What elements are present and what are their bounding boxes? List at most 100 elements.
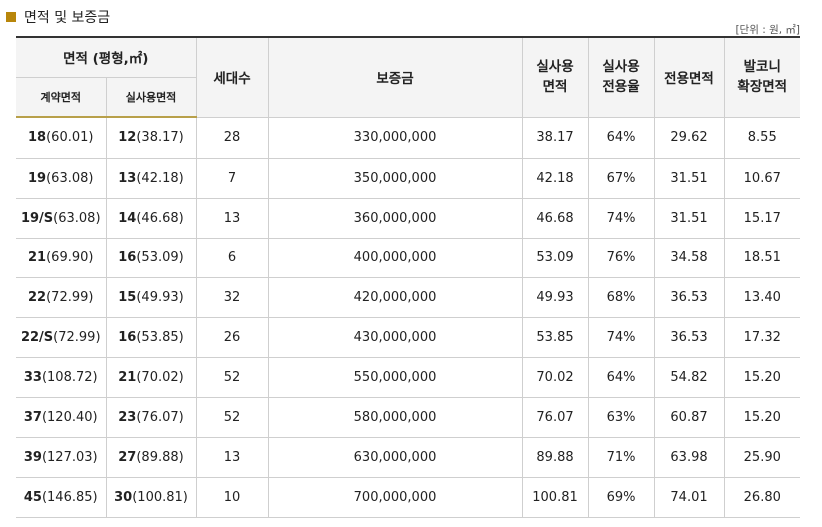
table-row: 45(146.85) 30(100.81) 10 700,000,000 100… <box>16 477 801 518</box>
real-area-cell: 16(53.09) <box>105 237 197 279</box>
header-contract-area: 계약면적 <box>16 76 107 118</box>
real-use-ratio-cell: 76% <box>587 237 655 279</box>
households-cell: 52 <box>195 357 269 399</box>
balcony-area-cell: 10.67 <box>723 157 801 199</box>
balcony-area-cell: 13.40 <box>723 277 801 319</box>
exclusive-area-cell: 60.87 <box>653 397 725 439</box>
table-row: 33(108.72) 21(70.02) 52 550,000,000 70.0… <box>16 357 801 399</box>
deposit-cell: 330,000,000 <box>267 116 523 159</box>
title-bullet-icon <box>6 12 16 22</box>
deposit-cell: 350,000,000 <box>267 157 523 199</box>
balcony-area-cell: 15.20 <box>723 397 801 439</box>
real-use-ratio-cell: 69% <box>587 477 655 518</box>
real-area-cell: 14(46.68) <box>105 197 197 239</box>
exclusive-area-cell: 54.82 <box>653 357 725 399</box>
contract-area-cell: 19(63.08) <box>16 157 107 199</box>
table-row: 22/S(72.99) 16(53.85) 26 430,000,000 53.… <box>16 317 801 359</box>
real-area-cell: 27(89.88) <box>105 437 197 479</box>
exclusive-area-cell: 31.51 <box>653 197 725 239</box>
households-cell: 52 <box>195 397 269 439</box>
real-use-ratio-cell: 64% <box>587 116 655 159</box>
real-use-ratio-cell: 74% <box>587 197 655 239</box>
contract-area-cell: 33(108.72) <box>16 357 107 399</box>
exclusive-area-cell: 36.53 <box>653 317 725 359</box>
table-row: 21(69.90) 16(53.09) 6 400,000,000 53.09 … <box>16 237 801 279</box>
real-area-cell: 15(49.93) <box>105 277 197 319</box>
real-area-cell: 21(70.02) <box>105 357 197 399</box>
households-cell: 6 <box>195 237 269 279</box>
households-cell: 7 <box>195 157 269 199</box>
real-use-area-cell: 46.68 <box>521 197 589 239</box>
households-cell: 13 <box>195 197 269 239</box>
deposit-cell: 700,000,000 <box>267 477 523 518</box>
table-row: 19(63.08) 13(42.18) 7 350,000,000 42.18 … <box>16 157 801 199</box>
real-use-ratio-cell: 74% <box>587 317 655 359</box>
balcony-area-cell: 15.17 <box>723 197 801 239</box>
balcony-area-cell: 15.20 <box>723 357 801 399</box>
exclusive-area-cell: 63.98 <box>653 437 725 479</box>
real-use-ratio-cell: 64% <box>587 357 655 399</box>
table-row: 19/S(63.08) 14(46.68) 13 360,000,000 46.… <box>16 197 801 239</box>
real-use-area-cell: 49.93 <box>521 277 589 319</box>
header-households: 세대수 <box>195 36 269 118</box>
exclusive-area-cell: 36.53 <box>653 277 725 319</box>
real-use-area-cell: 70.02 <box>521 357 589 399</box>
households-cell: 28 <box>195 116 269 159</box>
contract-area-cell: 22(72.99) <box>16 277 107 319</box>
table-row: 18(60.01) 12(38.17) 28 330,000,000 38.17… <box>16 116 801 159</box>
header-real-area: 실사용면적 <box>105 76 197 118</box>
real-use-area-cell: 76.07 <box>521 397 589 439</box>
real-area-cell: 12(38.17) <box>105 116 197 159</box>
header-exclusive-area: 전용면적 <box>653 36 725 118</box>
real-use-area-cell: 38.17 <box>521 116 589 159</box>
deposit-cell: 550,000,000 <box>267 357 523 399</box>
households-cell: 10 <box>195 477 269 518</box>
section-title: 면적 및 보증금 <box>6 7 110 27</box>
balcony-area-cell: 8.55 <box>723 116 801 159</box>
contract-area-cell: 19/S(63.08) <box>16 197 107 239</box>
contract-area-cell: 22/S(72.99) <box>16 317 107 359</box>
real-area-cell: 23(76.07) <box>105 397 197 439</box>
unit-note: [단위 : 원, ㎡] <box>735 24 800 36</box>
header-real-use-ratio: 실사용 전용율 <box>587 36 655 118</box>
deposit-cell: 420,000,000 <box>267 277 523 319</box>
deposit-cell: 580,000,000 <box>267 397 523 439</box>
balcony-area-cell: 25.90 <box>723 437 801 479</box>
contract-area-cell: 21(69.90) <box>16 237 107 279</box>
contract-area-cell: 18(60.01) <box>16 116 107 159</box>
households-cell: 26 <box>195 317 269 359</box>
real-use-area-cell: 53.85 <box>521 317 589 359</box>
area-deposit-table: 면적 (평형,㎡) 세대수 보증금 실사용 면적 실사용 전용율 전용면적 발코… <box>16 36 801 518</box>
balcony-area-cell: 17.32 <box>723 317 801 359</box>
deposit-cell: 360,000,000 <box>267 197 523 239</box>
deposit-cell: 630,000,000 <box>267 437 523 479</box>
exclusive-area-cell: 31.51 <box>653 157 725 199</box>
real-use-area-cell: 42.18 <box>521 157 589 199</box>
real-use-ratio-cell: 68% <box>587 277 655 319</box>
table-row: 39(127.03) 27(89.88) 13 630,000,000 89.8… <box>16 437 801 479</box>
header-area-group: 면적 (평형,㎡) <box>16 36 197 78</box>
deposit-cell: 430,000,000 <box>267 317 523 359</box>
deposit-cell: 400,000,000 <box>267 237 523 279</box>
real-use-area-cell: 89.88 <box>521 437 589 479</box>
contract-area-cell: 39(127.03) <box>16 437 107 479</box>
exclusive-area-cell: 29.62 <box>653 116 725 159</box>
contract-area-cell: 45(146.85) <box>16 477 107 518</box>
header-real-use-area: 실사용 면적 <box>521 36 589 118</box>
real-use-ratio-cell: 71% <box>587 437 655 479</box>
real-use-ratio-cell: 67% <box>587 157 655 199</box>
real-area-cell: 16(53.85) <box>105 317 197 359</box>
households-cell: 13 <box>195 437 269 479</box>
table-row: 22(72.99) 15(49.93) 32 420,000,000 49.93… <box>16 277 801 319</box>
households-cell: 32 <box>195 277 269 319</box>
balcony-area-cell: 18.51 <box>723 237 801 279</box>
contract-area-cell: 37(120.40) <box>16 397 107 439</box>
exclusive-area-cell: 34.58 <box>653 237 725 279</box>
header-balcony-area: 발코니 확장면적 <box>723 36 801 118</box>
exclusive-area-cell: 74.01 <box>653 477 725 518</box>
header-deposit: 보증금 <box>267 36 523 118</box>
real-use-area-cell: 100.81 <box>521 477 589 518</box>
balcony-area-cell: 26.80 <box>723 477 801 518</box>
real-area-cell: 13(42.18) <box>105 157 197 199</box>
real-area-cell: 30(100.81) <box>105 477 197 518</box>
